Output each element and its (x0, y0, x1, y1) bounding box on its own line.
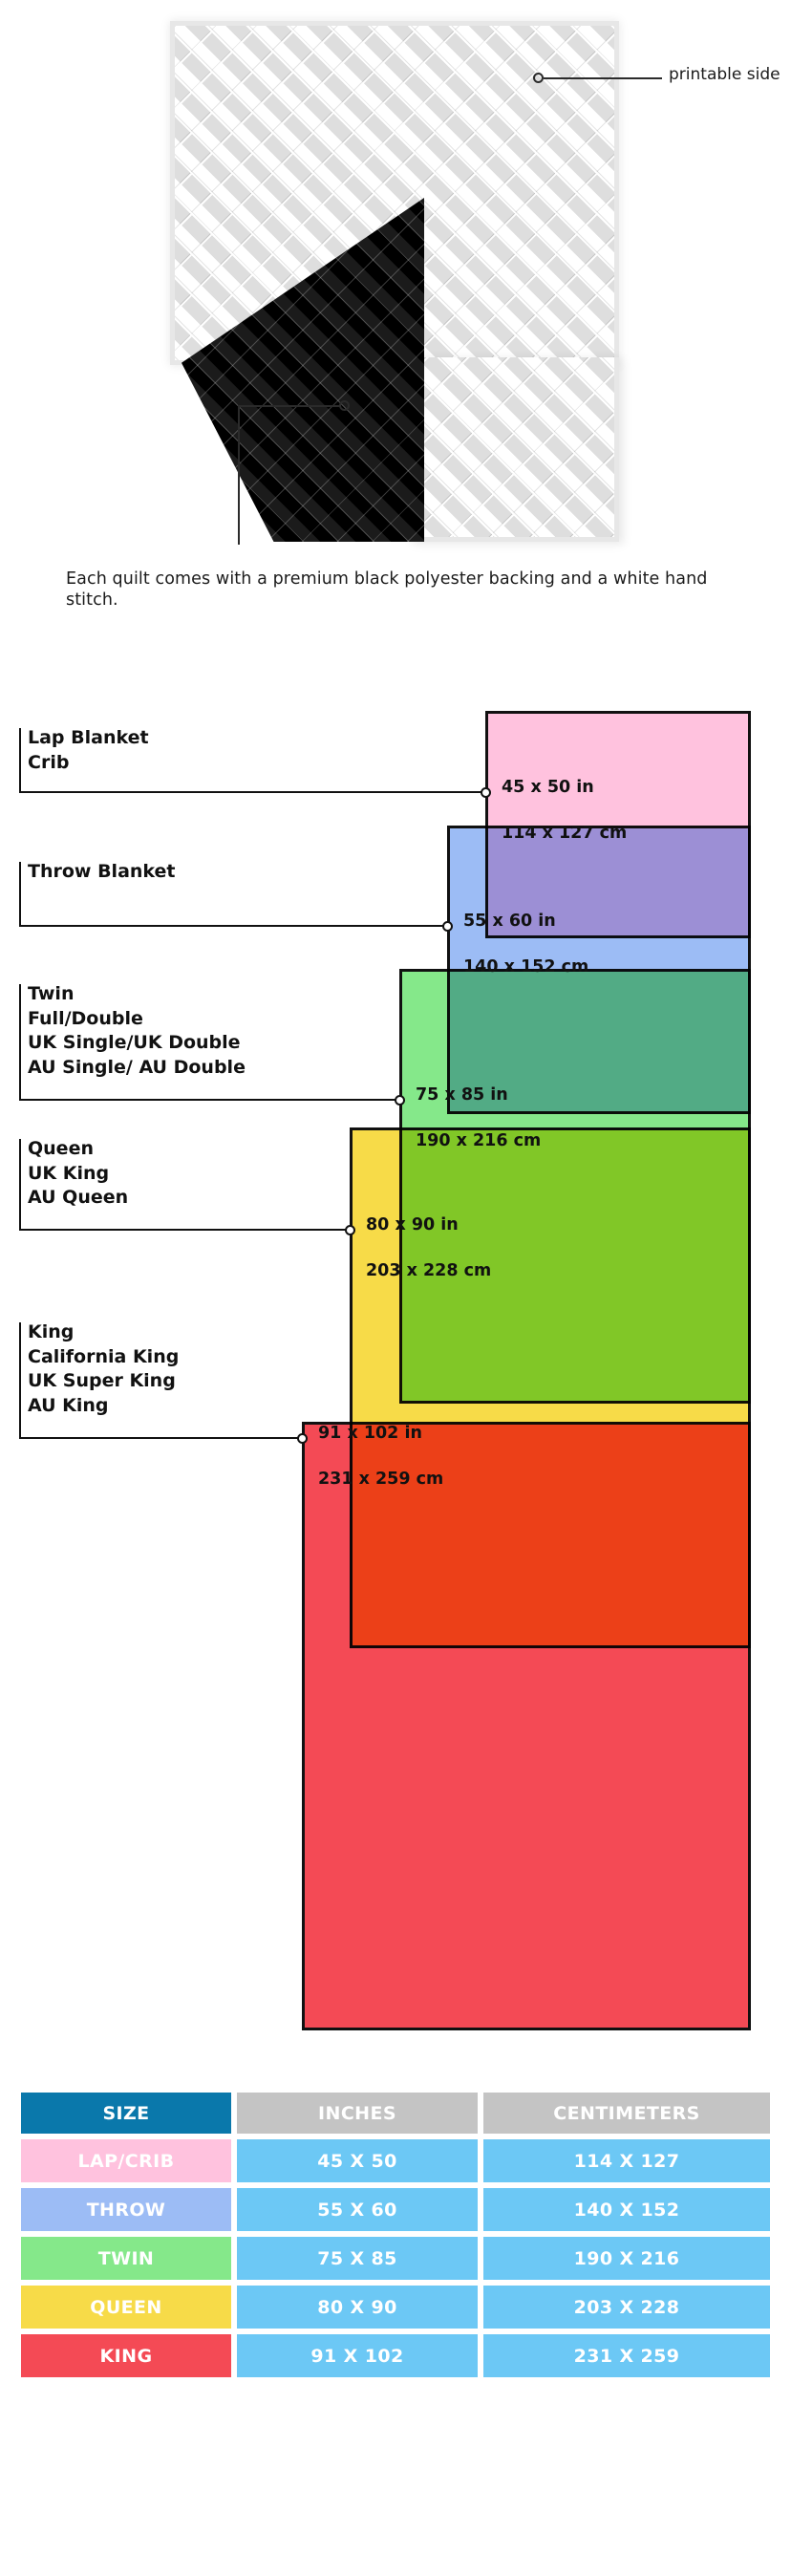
table-cell-size-king: KING (21, 2334, 231, 2377)
size-bracket-throw (19, 862, 449, 927)
size-dim-king-cm: 231 x 259 cm (318, 1470, 444, 1489)
size-bracket-twin (19, 984, 401, 1101)
size-dim-lap-crib-cm: 114 x 127 cm (502, 824, 628, 843)
table-row: QUEEN 80 X 90 203 X 228 (21, 2286, 770, 2329)
size-dim-queen-inches: 80 x 90 in (366, 1215, 459, 1234)
table-cell-inches-twin: 75 X 85 (237, 2237, 478, 2280)
table-cell-size-lap-crib: LAP/CRIB (21, 2139, 231, 2182)
printable-side-marker-icon (533, 73, 544, 83)
size-dim-twin: 75 x 85 in 190 x 216 cm (416, 1084, 541, 1152)
size-dim-lap-crib-inches: 45 x 50 in (502, 778, 594, 797)
size-bracket-lap-crib (19, 728, 487, 793)
quilt-photo-section: printable side Each quilt comes with a p… (0, 0, 791, 631)
table-cell-cm-queen: 203 X 228 (483, 2286, 770, 2329)
size-label-queen: Queen UK King AU Queen (28, 1138, 129, 1208)
table-cell-inches-throw: 55 X 60 (237, 2188, 478, 2231)
table-cell-cm-king: 231 X 259 (483, 2334, 770, 2377)
table-cell-cm-twin: 190 X 216 (483, 2237, 770, 2280)
size-bracket-queen (19, 1139, 352, 1231)
table-cell-cm-throw: 140 X 152 (483, 2188, 770, 2231)
size-dim-throw-inches: 55 x 60 in (463, 912, 556, 931)
size-comparison-diagram: Lap Blanket Crib 45 x 50 in 114 x 127 cm… (0, 631, 791, 2093)
size-label-throw: Throw Blanket (28, 861, 176, 882)
quilt-caption-text: Each quilt comes with a premium black po… (66, 569, 708, 610)
table-row: KING 91 X 102 231 X 259 (21, 2334, 770, 2377)
size-dim-king: 91 x 102 in 231 x 259 cm (318, 1422, 443, 1491)
size-dim-twin-inches: 75 x 85 in (416, 1085, 508, 1105)
backing-leader-line-horizontal (238, 405, 340, 407)
table-cell-size-throw: THROW (21, 2188, 231, 2231)
size-dim-throw-cm: 140 x 152 cm (463, 957, 589, 977)
backing-leader-line-vertical (238, 405, 240, 545)
table-row: THROW 55 X 60 140 X 152 (21, 2188, 770, 2231)
table-row: LAP/CRIB 45 X 50 114 X 127 (21, 2139, 770, 2182)
size-dim-lap-crib: 45 x 50 in 114 x 127 cm (502, 776, 627, 845)
table-header-inches: INCHES (237, 2093, 478, 2134)
size-dim-queen-cm: 203 x 228 cm (366, 1261, 492, 1280)
size-label-twin: Twin Full/Double UK Single/UK Double AU … (28, 983, 246, 1078)
backing-marker-icon (339, 400, 350, 411)
table-header-size: SIZE (21, 2093, 231, 2134)
table-cell-size-queen: QUEEN (21, 2286, 231, 2329)
table-cell-size-twin: TWIN (21, 2237, 231, 2280)
table-cell-cm-lap-crib: 114 X 127 (483, 2139, 770, 2182)
quilt-printable-face-bottom (409, 357, 619, 542)
size-table: SIZE INCHES CENTIMETERS LAP/CRIB 45 X 50… (21, 2093, 770, 2383)
size-marker-twin-icon (395, 1095, 405, 1106)
table-cell-inches-lap-crib: 45 X 50 (237, 2139, 478, 2182)
table-header-row: SIZE INCHES CENTIMETERS (21, 2093, 770, 2134)
size-label-lap-crib: Lap Blanket Crib (28, 727, 149, 773)
table-cell-inches-king: 91 X 102 (237, 2334, 478, 2377)
table-header-centimeters: CENTIMETERS (483, 2093, 770, 2134)
quilt-texture-white-lower (414, 357, 614, 537)
size-marker-throw-icon (442, 921, 453, 932)
size-bracket-king (19, 1322, 304, 1439)
size-dim-queen: 80 x 90 in 203 x 228 cm (366, 1213, 491, 1282)
table-row: TWIN 75 X 85 190 X 216 (21, 2237, 770, 2280)
size-marker-king-icon (297, 1433, 308, 1444)
size-dim-king-inches: 91 x 102 in (318, 1424, 422, 1443)
size-marker-queen-icon (345, 1225, 355, 1235)
size-marker-lap-crib-icon (481, 787, 491, 798)
printable-side-leader-line (544, 77, 662, 79)
size-label-king: King California King UK Super King AU Ki… (28, 1321, 180, 1416)
printable-side-label: printable side (669, 65, 780, 84)
size-dim-throw: 55 x 60 in 140 x 152 cm (463, 910, 588, 978)
size-rect-king (302, 1422, 751, 2030)
size-dim-twin-cm: 190 x 216 cm (416, 1131, 542, 1150)
table-cell-inches-queen: 80 X 90 (237, 2286, 478, 2329)
